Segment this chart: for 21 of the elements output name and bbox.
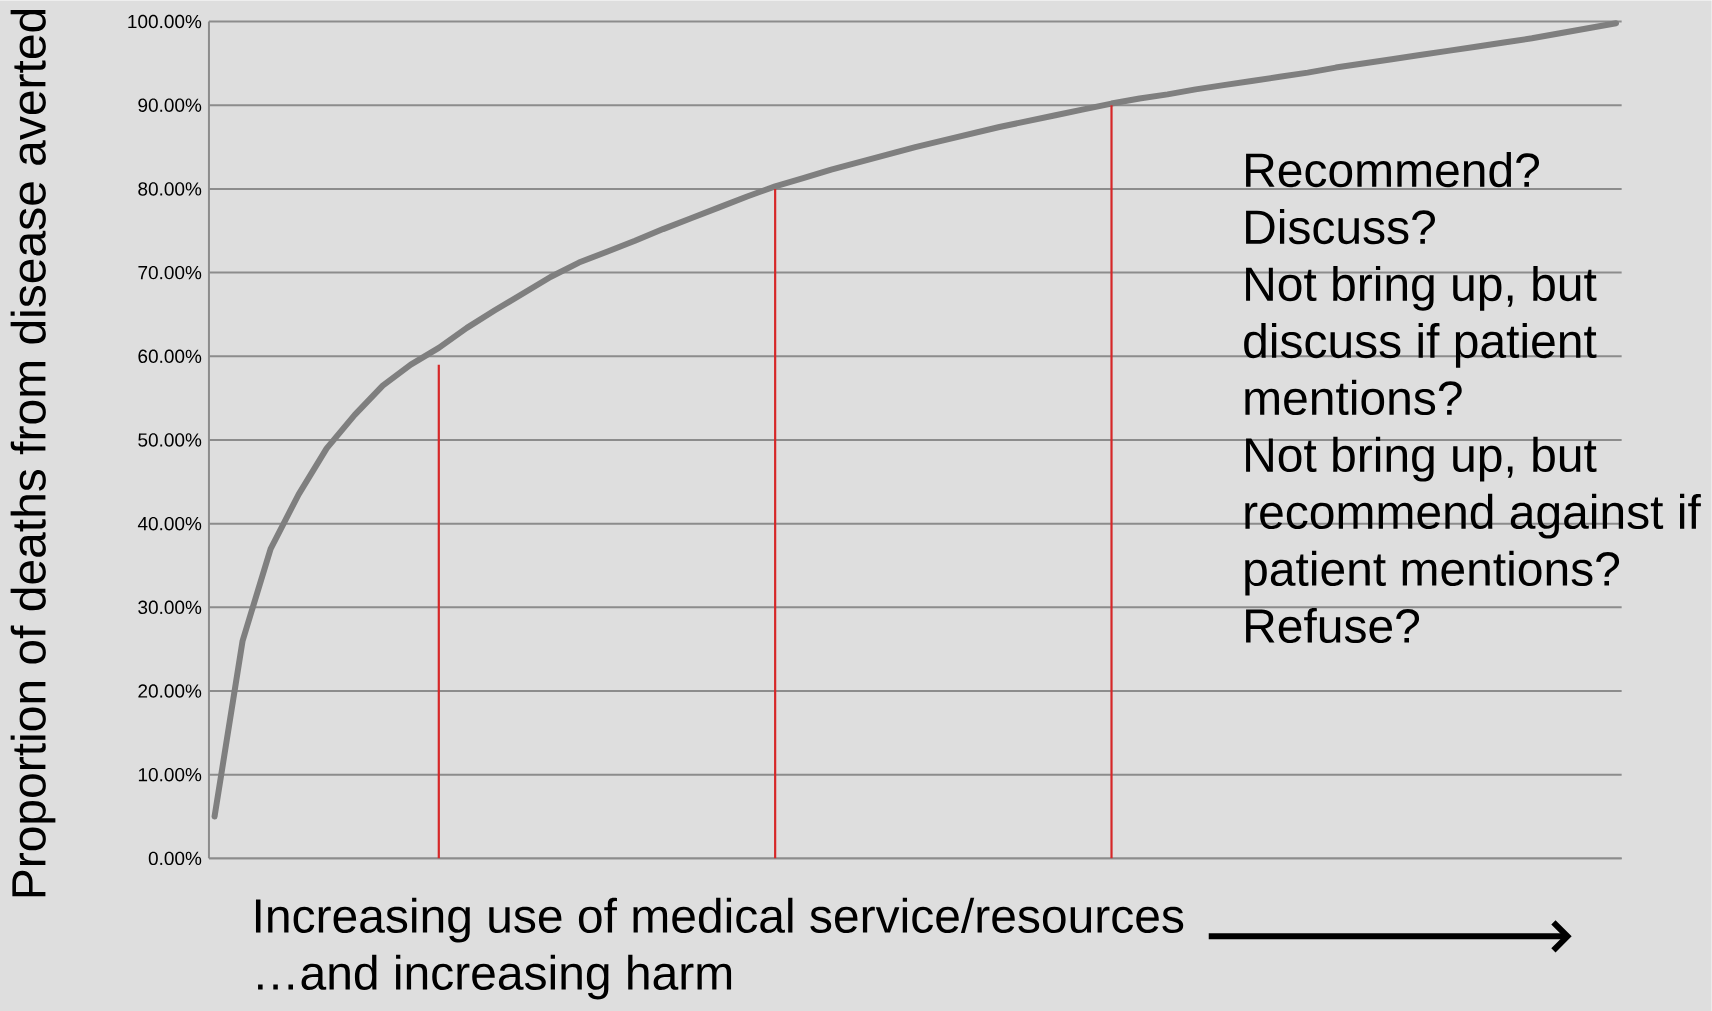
y-tick-label: 60.00% [138, 349, 202, 363]
y-tick-label: 90.00% [138, 98, 202, 112]
y-tick-label: 0.00% [148, 851, 202, 865]
annotation: Refuse? [1246, 607, 1420, 643]
y-tick-label: 30.00% [138, 600, 202, 614]
y-tick-label: 20.00% [138, 684, 202, 698]
bar [1110, 105, 1113, 859]
y-tick-label: 10.00% [138, 767, 202, 782]
annotation: Discuss? [1246, 208, 1435, 244]
y-tick-label: 50.00% [138, 433, 202, 447]
y-axis-title: Proportion of deaths from disease averted [10, 9, 56, 897]
annotation: Not bring up, but recommend against if patient mentions? [1245, 436, 1701, 596]
annotation: Recommend? [1246, 151, 1540, 187]
bar [437, 364, 440, 859]
bar [774, 188, 777, 859]
y-tick-label: 70.00% [138, 265, 202, 280]
y-tick-label: 100.00% [128, 14, 202, 29]
annotation: Not bring up, but discuss if patient mentions? [1244, 265, 1597, 415]
y-tick-label: 40.00% [137, 516, 202, 531]
y-tick-label: 80.00% [138, 182, 202, 196]
x-axis-title: Increasing use of medical service/resources …and increasing harm [255, 897, 1184, 1000]
